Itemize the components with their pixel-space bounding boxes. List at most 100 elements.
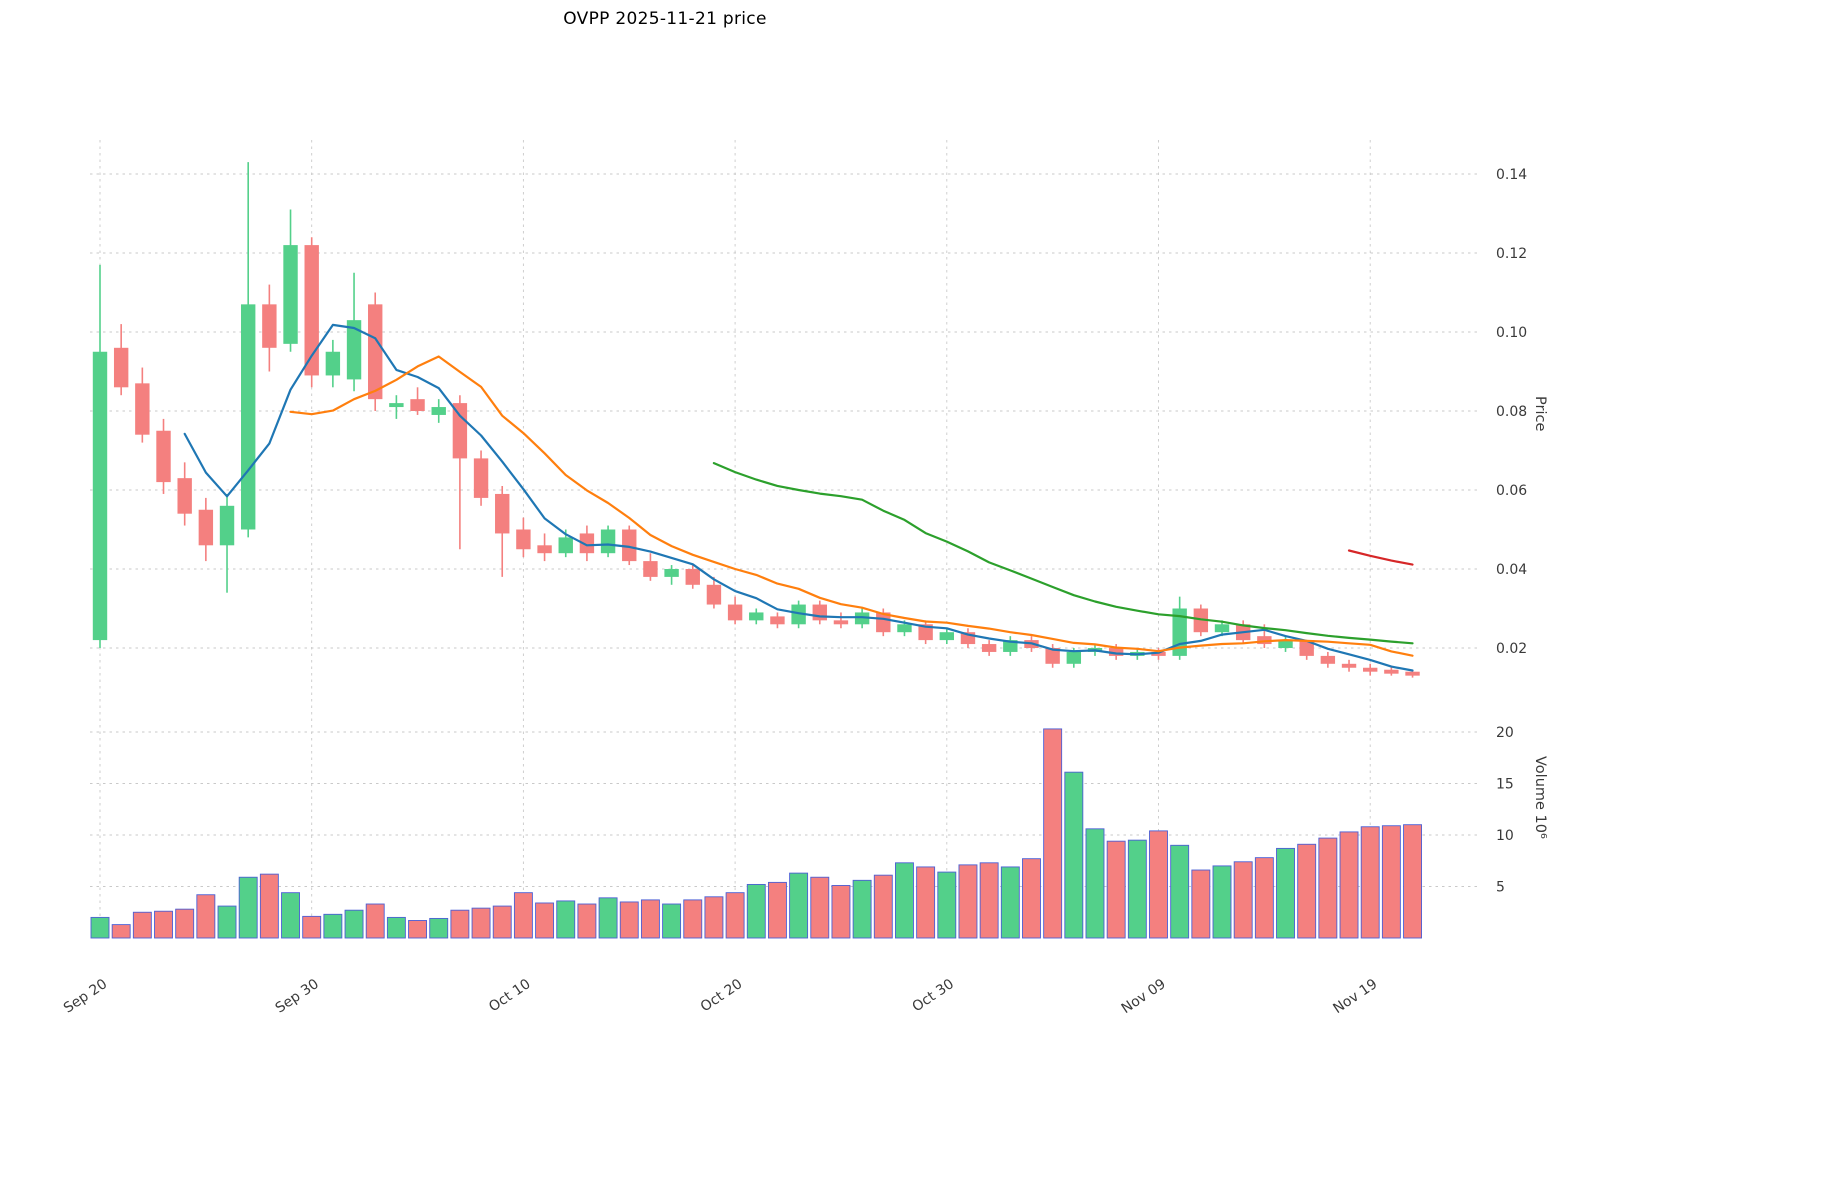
candle-body [1257,636,1272,645]
ma-60-line [1347,549,1414,566]
candle-body [643,561,658,577]
volume-bar [1000,866,1020,939]
price-tick-label: 0.08 [1496,404,1527,420]
volume-bar [1064,771,1084,939]
candle-body [283,245,298,344]
volume-bar [1233,861,1253,939]
x-tick-label: Sep 30 [273,976,322,1016]
candle-body [368,304,383,400]
volume-bar [217,905,237,939]
candle-body [706,584,722,605]
volume-bar [492,905,512,939]
candle-body [1341,663,1357,668]
volume-tick-label: 20 [1496,725,1514,741]
volume-bar [450,909,470,939]
volume-bar [281,892,300,939]
volume-bar [111,924,131,939]
volume-bar [408,920,427,939]
ma-30-line [712,462,1414,645]
candle-body [135,383,150,435]
candle-body [156,430,171,483]
candle-body [876,612,891,633]
volume-bar [810,876,830,939]
volume-bar [365,903,385,939]
candle-body [240,304,256,530]
volume-bar [1085,828,1105,939]
price-tick-label: 0.02 [1496,641,1527,657]
volume-bar [662,903,682,939]
candle-body [1363,667,1378,672]
candle-body [346,320,362,380]
candle-body [537,545,552,554]
volume-bar [916,866,936,939]
candle-body [516,529,531,550]
candle-body [1003,640,1018,652]
candle-body [304,245,319,376]
volume-bar [958,864,978,939]
volume-bar [154,910,173,939]
volume-bar [175,908,195,939]
x-tick-label: Oct 30 [910,976,957,1015]
price-tick-label: 0.12 [1496,246,1527,262]
price-tick-label: 0.04 [1496,562,1527,578]
price-tick-label: 0.10 [1496,325,1527,341]
volume-bar [513,892,533,939]
volume-bar [1149,830,1168,939]
volume-bar [1106,840,1126,939]
candle-body [1299,640,1314,656]
candle-body [1405,671,1420,676]
candle-body [579,533,595,554]
x-tick-label: Sep 20 [61,976,110,1016]
volume-bar [577,903,597,939]
volume-bar [1191,869,1211,939]
volume-bar [1297,843,1317,939]
candle-body [897,624,912,633]
candle-body [452,403,468,459]
candle-body [1151,651,1166,656]
candle-body [325,351,341,376]
volume-bar [852,879,872,939]
volume-bar [1381,825,1401,939]
volume-bar [90,916,110,939]
volume-bar [1339,831,1359,939]
volume-bar [683,899,703,939]
volume-bar [259,873,279,939]
candle-body [1278,640,1293,648]
volume-bar [471,907,491,939]
candle-body [1320,655,1336,664]
volume-bar [1043,728,1063,939]
candle-body [960,632,976,645]
volume-bar [1276,847,1295,939]
volume-bar [1360,826,1380,939]
volume-bar [598,897,618,939]
volume-bar [196,894,216,939]
volume-bar [323,913,343,939]
candle-body [622,529,637,562]
x-tick-label: Oct 20 [698,976,745,1015]
volume-bar [937,871,957,939]
candle-body [495,493,510,534]
candle-body [727,604,743,621]
candle-body [1045,648,1060,664]
volume-bar [640,899,660,939]
volume-bar [302,915,322,939]
candle-body [92,351,108,641]
x-tick-label: Oct 10 [486,976,533,1015]
candle-body [749,612,764,621]
volume-bar [1318,837,1338,939]
volume-bar [767,881,787,939]
candle-body [854,612,870,625]
volume-bar [831,885,851,939]
volume-tick-label: 15 [1496,777,1514,793]
candle-body [1108,648,1124,656]
candle-body [113,347,129,388]
volume-bar [619,901,639,939]
volume-bar [873,874,893,939]
ma-10-line [289,355,1414,657]
candle-body [473,458,489,498]
price-axis-label: Price [1532,396,1548,432]
candles [92,162,1420,678]
volume-bar [1403,824,1422,939]
gridlines [90,140,1480,938]
